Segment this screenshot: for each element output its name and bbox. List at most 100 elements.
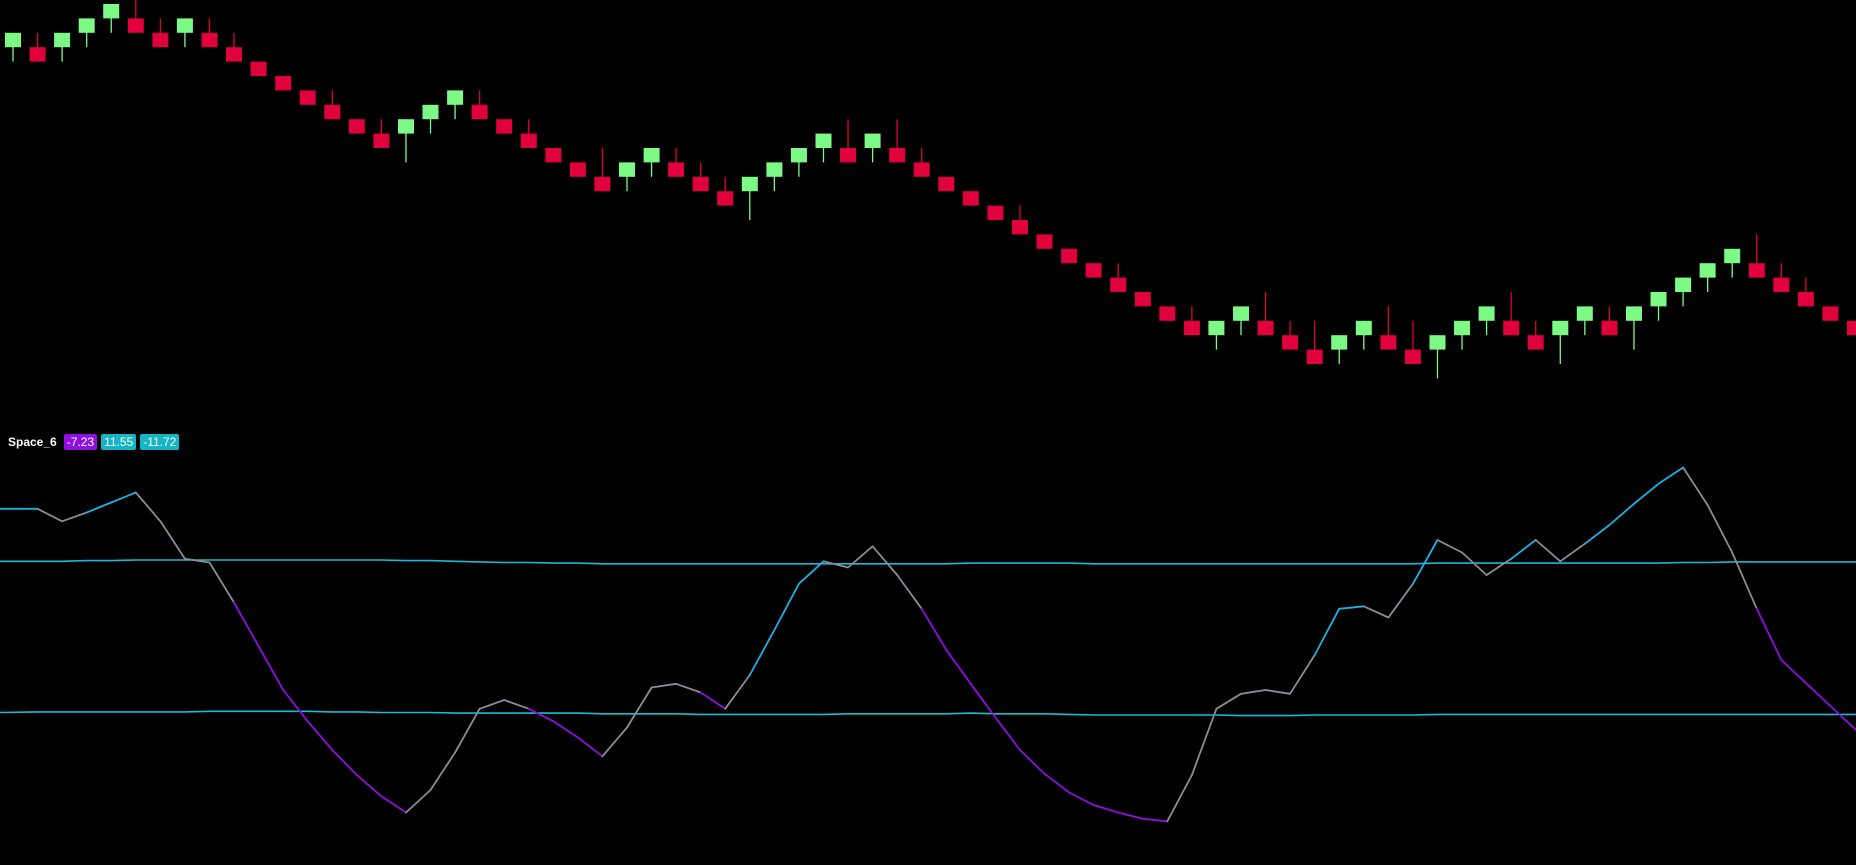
candle-body	[471, 104, 488, 120]
oscillator-segment	[626, 686, 653, 729]
candle-body	[103, 4, 120, 19]
candle	[226, 32, 242, 62]
candle-body	[938, 176, 955, 192]
oscillator-segment	[527, 707, 555, 723]
candle-body	[717, 191, 734, 206]
candle	[987, 205, 1004, 220]
oscillator-segment	[1289, 654, 1316, 695]
candle-body	[1355, 320, 1372, 336]
candle	[717, 176, 734, 206]
candle	[569, 162, 586, 177]
candle-body	[1282, 335, 1299, 350]
candle	[1748, 234, 1765, 278]
candle-body	[1134, 292, 1151, 307]
oscillator-segment	[331, 749, 358, 776]
candle	[1282, 320, 1299, 350]
candle	[471, 90, 488, 120]
oscillator-segment	[61, 511, 88, 523]
candle	[29, 32, 46, 62]
candle	[54, 32, 71, 62]
candle-body	[1675, 277, 1692, 292]
candle-body	[1183, 320, 1200, 336]
candle	[422, 104, 439, 134]
candle-body	[1724, 248, 1741, 264]
oscillator-segment	[724, 674, 751, 710]
candle-body	[1527, 335, 1544, 350]
oscillator-segment	[847, 545, 874, 569]
oscillator-chart[interactable]	[0, 430, 1856, 865]
oscillator-segment	[748, 629, 776, 676]
candle-body	[1650, 292, 1667, 307]
candle	[447, 90, 464, 120]
candle-body	[741, 176, 758, 192]
candle	[938, 176, 955, 192]
candle	[1797, 277, 1814, 307]
lower-band-line	[0, 710, 1856, 717]
candle	[348, 119, 365, 134]
candle	[545, 148, 562, 163]
oscillator-segment	[306, 720, 334, 751]
oscillator-segment	[1559, 542, 1586, 563]
oscillator-segment	[1657, 466, 1684, 485]
candle	[668, 148, 685, 177]
oscillator-segment	[1166, 774, 1193, 823]
oscillator-segment	[1608, 502, 1635, 526]
candle	[1134, 292, 1151, 307]
candle	[1429, 335, 1446, 379]
candle-body	[1257, 320, 1274, 336]
oscillator-segment	[1191, 707, 1218, 776]
candle	[1773, 263, 1790, 292]
candle	[1527, 320, 1544, 350]
oscillator-segment	[1412, 539, 1439, 585]
candle	[962, 191, 979, 206]
candle-body	[790, 148, 807, 163]
candle-body	[962, 191, 979, 206]
candle-body	[1159, 306, 1176, 321]
oscillator-segment	[1706, 504, 1734, 554]
candle-body	[1773, 277, 1790, 292]
oscillator-segment	[1313, 607, 1341, 656]
candle	[594, 148, 611, 192]
candle-body	[889, 148, 906, 163]
candle-body	[422, 104, 439, 120]
candle	[1552, 320, 1569, 364]
candle-body	[1478, 306, 1495, 321]
candle-body	[692, 176, 709, 192]
oscillator-segment	[896, 574, 923, 610]
oscillator-segment	[969, 682, 997, 719]
candle	[103, 4, 120, 33]
candle-body	[1306, 349, 1323, 364]
oscillator-segment	[134, 491, 162, 523]
candle	[1478, 306, 1495, 336]
candle	[152, 18, 169, 48]
candle	[127, 0, 144, 33]
oscillator-segment	[1461, 551, 1488, 576]
candle	[1061, 248, 1078, 264]
candle-body	[1454, 320, 1470, 336]
candle-body	[1503, 320, 1520, 336]
oscillator-segment	[675, 682, 702, 694]
candle	[1724, 248, 1741, 278]
candle	[741, 176, 758, 220]
candle-body	[1404, 349, 1421, 364]
candle-body	[78, 18, 95, 33]
candle	[1650, 292, 1667, 321]
oscillator-segment	[36, 507, 63, 523]
candle	[619, 162, 635, 192]
oscillator-segment	[355, 774, 383, 798]
candle-body	[1797, 292, 1814, 307]
candle	[5, 32, 21, 62]
candle-body	[1699, 263, 1716, 278]
price-chart[interactable]	[0, 0, 1856, 430]
candle	[1626, 306, 1642, 350]
indicator-name[interactable]: Space_6	[8, 435, 57, 449]
candle	[275, 76, 292, 91]
candle	[1183, 306, 1200, 336]
candle	[1675, 277, 1692, 307]
candle	[1699, 263, 1716, 292]
candle	[1454, 320, 1470, 350]
oscillator-segment	[1215, 692, 1242, 710]
candle-body	[398, 119, 414, 134]
oscillator-segment	[773, 582, 800, 631]
